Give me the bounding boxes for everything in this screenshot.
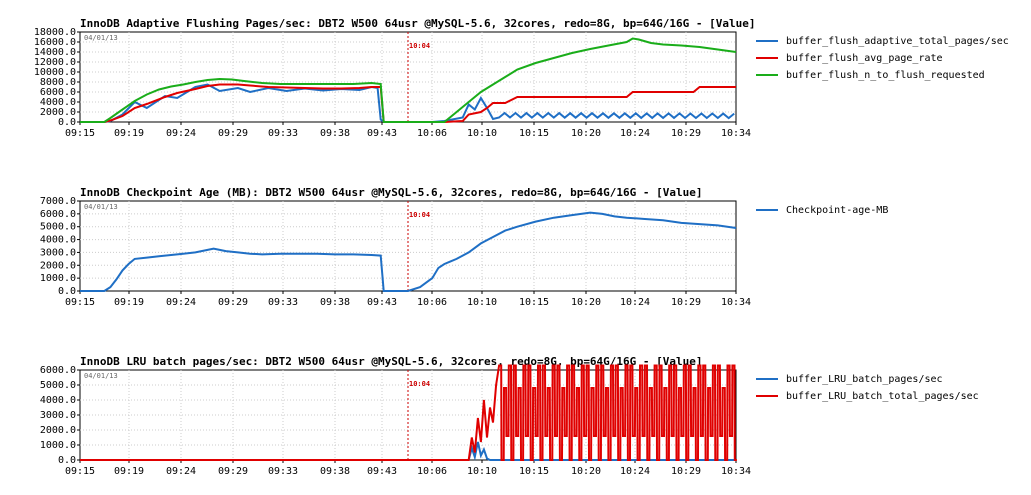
time-marker-label: 10:04	[409, 211, 430, 219]
x-tick-label: 09:24	[166, 466, 196, 477]
y-tick-label: 0.0	[58, 117, 76, 128]
x-tick-label: 10:15	[519, 128, 549, 139]
x-tick-label: 09:24	[166, 297, 196, 308]
x-tick-label: 10:20	[571, 297, 601, 308]
chart-title: InnoDB Checkpoint Age (MB): DBT2 W500 64…	[80, 186, 703, 199]
y-tick-label: 0.0	[58, 455, 76, 466]
legend-label: buffer_LRU_batch_pages/sec	[786, 374, 943, 385]
x-tick-label: 09:38	[320, 466, 350, 477]
series-line-1	[80, 211, 737, 292]
x-tick-label: 09:15	[65, 466, 95, 477]
y-tick-label: 6000.0	[40, 209, 76, 220]
legend-label: buffer_LRU_batch_total_pages/sec	[786, 391, 979, 402]
x-tick-label: 10:06	[417, 466, 447, 477]
x-tick-label: 09:24	[166, 128, 196, 139]
y-tick-label: 2000.0	[40, 425, 76, 436]
x-tick-label: 09:43	[367, 128, 397, 139]
date-label: 04/01/13	[84, 34, 118, 42]
x-tick-label: 09:33	[268, 128, 298, 139]
x-tick-label: 10:06	[417, 128, 447, 139]
x-tick-label: 10:20	[571, 128, 601, 139]
time-marker-label: 10:04	[409, 380, 430, 388]
x-tick-label: 10:20	[571, 466, 601, 477]
y-tick-label: 7000.0	[40, 196, 76, 207]
x-tick-label: 10:06	[417, 297, 447, 308]
x-tick-label: 10:24	[620, 128, 650, 139]
x-tick-label: 10:34	[721, 297, 751, 308]
y-tick-label: 3000.0	[40, 410, 76, 421]
y-tick-label: 2000.0	[40, 107, 76, 118]
x-tick-label: 10:29	[671, 297, 701, 308]
x-tick-label: 09:29	[218, 297, 248, 308]
y-tick-label: 2000.0	[40, 260, 76, 271]
y-tick-label: 5000.0	[40, 380, 76, 391]
legend-label: buffer_flush_adaptive_total_pages/sec	[786, 36, 1009, 47]
x-tick-label: 10:15	[519, 466, 549, 477]
x-tick-label: 10:34	[721, 466, 751, 477]
y-tick-label: 1000.0	[40, 440, 76, 451]
x-tick-label: 09:43	[367, 297, 397, 308]
y-tick-label: 6000.0	[40, 365, 76, 376]
y-tick-label: 8000.0	[40, 77, 76, 88]
x-tick-label: 10:24	[620, 297, 650, 308]
y-tick-label: 4000.0	[40, 97, 76, 108]
chart-title: InnoDB LRU batch pages/sec: DBT2 W500 64…	[80, 355, 703, 368]
series-line-2	[80, 364, 737, 461]
y-tick-label: 16000.0	[34, 37, 76, 48]
y-tick-label: 12000.0	[34, 57, 76, 68]
x-tick-label: 09:43	[367, 466, 397, 477]
y-tick-label: 4000.0	[40, 395, 76, 406]
x-tick-label: 10:29	[671, 128, 701, 139]
x-tick-label: 10:10	[467, 297, 497, 308]
chart-panel-1: InnoDB Adaptive Flushing Pages/sec: DBT2…	[34, 17, 1009, 139]
series-line-2	[80, 83, 736, 123]
x-tick-label: 09:29	[218, 466, 248, 477]
y-tick-label: 1000.0	[40, 273, 76, 284]
x-tick-label: 09:33	[268, 297, 298, 308]
chart-panel-3: InnoDB LRU batch pages/sec: DBT2 W500 64…	[40, 355, 979, 477]
x-tick-label: 10:10	[467, 466, 497, 477]
x-tick-label: 10:34	[721, 128, 751, 139]
legend-label: Checkpoint-age-MB	[786, 205, 888, 216]
chart-panel-2: InnoDB Checkpoint Age (MB): DBT2 W500 64…	[40, 186, 888, 308]
y-tick-label: 18000.0	[34, 27, 76, 38]
date-label: 04/01/13	[84, 203, 118, 211]
series-line-3	[80, 37, 737, 123]
y-tick-label: 5000.0	[40, 222, 76, 233]
series-line-1	[80, 83, 735, 123]
x-tick-label: 09:38	[320, 128, 350, 139]
x-tick-label: 10:15	[519, 297, 549, 308]
x-tick-label: 09:19	[114, 128, 144, 139]
time-marker-label: 10:04	[409, 42, 430, 50]
y-tick-label: 6000.0	[40, 87, 76, 98]
x-tick-label: 09:15	[65, 297, 95, 308]
y-tick-label: 4000.0	[40, 235, 76, 246]
legend-label: buffer_flush_n_to_flush_requested	[786, 70, 985, 81]
x-tick-label: 09:33	[268, 466, 298, 477]
date-label: 04/01/13	[84, 372, 118, 380]
x-tick-label: 10:29	[671, 466, 701, 477]
chart-title: InnoDB Adaptive Flushing Pages/sec: DBT2…	[80, 17, 756, 30]
x-tick-label: 10:24	[620, 466, 650, 477]
x-tick-label: 10:10	[467, 128, 497, 139]
y-tick-label: 3000.0	[40, 247, 76, 258]
x-tick-label: 09:19	[114, 466, 144, 477]
x-tick-label: 09:15	[65, 128, 95, 139]
x-tick-label: 09:38	[320, 297, 350, 308]
x-tick-label: 09:29	[218, 128, 248, 139]
x-tick-label: 09:19	[114, 297, 144, 308]
legend-label: buffer_flush_avg_page_rate	[786, 53, 943, 64]
y-tick-label: 10000.0	[34, 67, 76, 78]
y-tick-label: 0.0	[58, 286, 76, 297]
y-tick-label: 14000.0	[34, 47, 76, 58]
